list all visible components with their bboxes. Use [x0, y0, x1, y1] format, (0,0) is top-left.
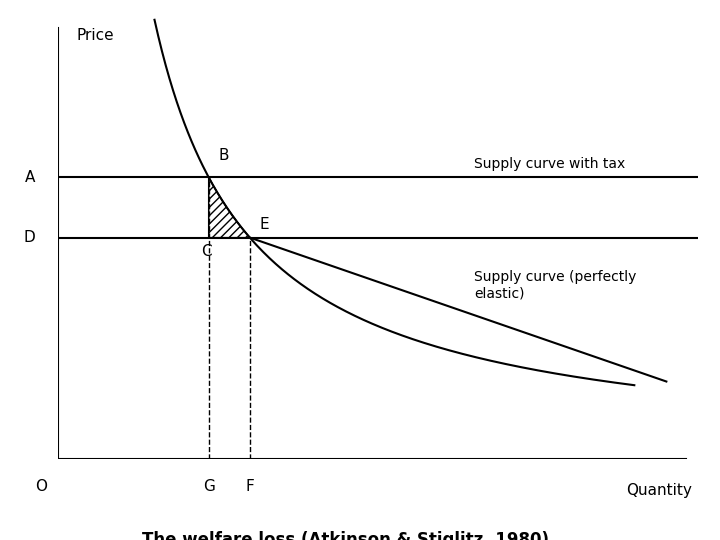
- Text: F: F: [246, 479, 254, 494]
- Text: C: C: [201, 244, 212, 259]
- Text: B: B: [218, 148, 229, 163]
- Text: O: O: [35, 479, 48, 494]
- Text: D: D: [24, 230, 35, 245]
- Text: Quantity: Quantity: [626, 483, 692, 498]
- Text: Supply curve with tax: Supply curve with tax: [474, 157, 626, 171]
- Text: Price: Price: [77, 28, 114, 43]
- Text: G: G: [203, 479, 215, 494]
- Text: Supply curve (perfectly
elastic): Supply curve (perfectly elastic): [474, 270, 636, 300]
- Text: E: E: [259, 217, 269, 232]
- Text: A: A: [24, 170, 35, 185]
- Text: The welfare loss (Atkinson & Stiglitz, 1980): The welfare loss (Atkinson & Stiglitz, 1…: [143, 531, 549, 540]
